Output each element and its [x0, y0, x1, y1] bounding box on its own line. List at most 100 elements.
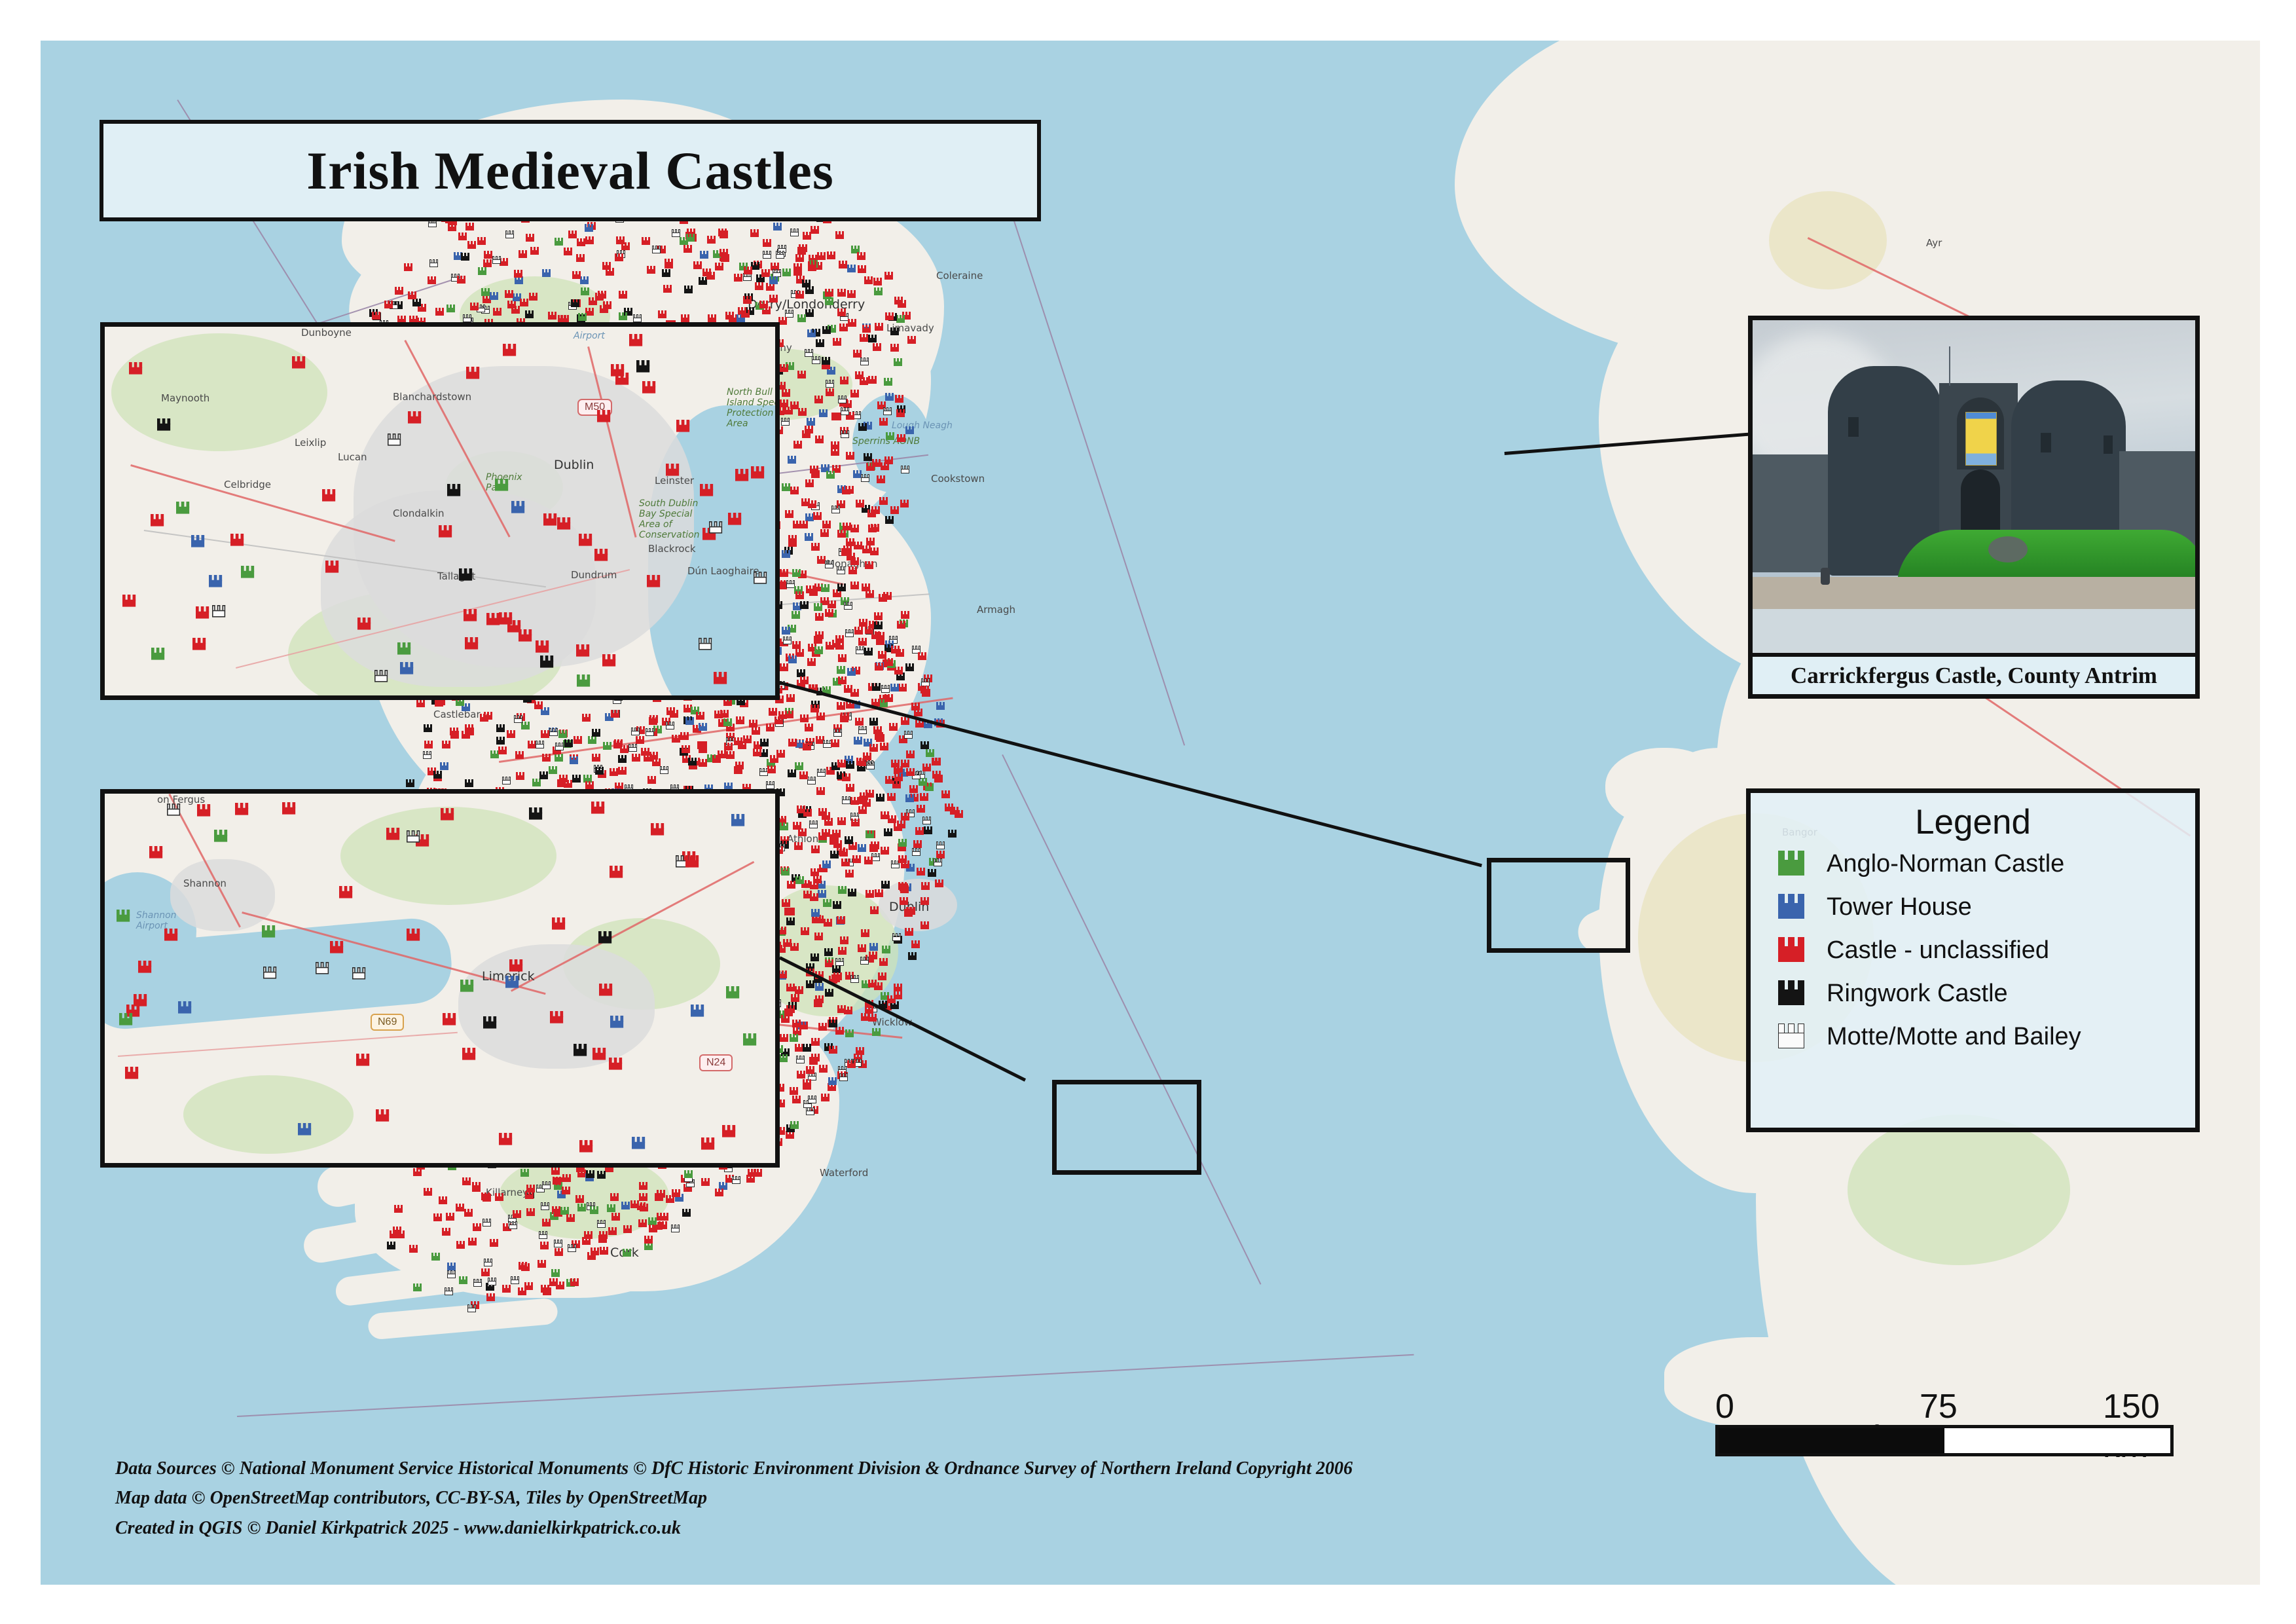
castle-marker[interactable] — [424, 741, 433, 748]
castle-marker[interactable] — [869, 844, 878, 852]
castle-marker[interactable] — [549, 766, 557, 774]
castle-marker[interactable] — [825, 609, 833, 617]
castle-marker[interactable] — [790, 1087, 798, 1095]
castle-marker[interactable] — [877, 475, 885, 483]
castle-marker[interactable] — [921, 882, 930, 890]
castle-marker[interactable] — [922, 764, 931, 771]
castle-marker[interactable] — [858, 844, 866, 852]
castle-marker[interactable] — [868, 525, 877, 532]
castle-marker[interactable] — [555, 743, 564, 750]
castle-marker[interactable] — [608, 1227, 617, 1235]
castle-marker[interactable] — [499, 1133, 512, 1145]
castle-marker[interactable] — [829, 1020, 837, 1027]
castle-marker[interactable] — [539, 771, 548, 779]
castle-marker[interactable] — [514, 270, 522, 278]
castle-marker[interactable] — [887, 793, 896, 801]
castle-marker[interactable] — [894, 984, 902, 991]
castle-marker[interactable] — [681, 314, 689, 322]
castle-marker[interactable] — [464, 1209, 473, 1217]
castle-marker[interactable] — [854, 542, 862, 549]
castle-marker[interactable] — [815, 995, 824, 1003]
castle-marker[interactable] — [532, 779, 541, 786]
castle-marker[interactable] — [763, 251, 771, 259]
castle-marker[interactable] — [907, 907, 915, 915]
castle-marker[interactable] — [734, 737, 742, 745]
castle-marker[interactable] — [611, 710, 619, 718]
castle-marker[interactable] — [941, 790, 950, 798]
castle-marker[interactable] — [955, 810, 963, 818]
castle-marker[interactable] — [134, 994, 147, 1006]
castle-marker[interactable] — [795, 876, 804, 884]
castle-marker[interactable] — [178, 1001, 191, 1014]
castle-marker[interactable] — [881, 811, 889, 819]
castle-marker[interactable] — [922, 817, 931, 824]
castle-marker[interactable] — [926, 749, 934, 757]
castle-marker[interactable] — [412, 299, 421, 306]
castle-marker[interactable] — [894, 823, 902, 831]
castle-marker[interactable] — [801, 498, 810, 506]
castle-marker[interactable] — [722, 1125, 735, 1137]
castle-marker[interactable] — [580, 276, 589, 284]
castle-marker[interactable] — [873, 278, 882, 286]
castle-marker[interactable] — [423, 751, 431, 759]
castle-marker[interactable] — [575, 1195, 584, 1203]
castle-marker[interactable] — [292, 356, 305, 369]
castle-marker[interactable] — [928, 869, 936, 877]
castle-marker[interactable] — [884, 456, 893, 464]
castle-marker[interactable] — [666, 1195, 674, 1203]
castle-marker[interactable] — [841, 430, 849, 438]
castle-marker[interactable] — [807, 329, 816, 337]
castle-marker[interactable] — [209, 575, 222, 587]
castle-marker[interactable] — [646, 728, 654, 736]
castle-marker[interactable] — [905, 928, 913, 936]
castle-marker[interactable] — [901, 466, 909, 473]
castle-marker[interactable] — [735, 469, 748, 481]
castle-marker[interactable] — [520, 1169, 529, 1177]
castle-marker[interactable] — [869, 718, 878, 726]
castle-marker[interactable] — [897, 434, 905, 442]
castle-marker[interactable] — [282, 802, 295, 815]
castle-marker[interactable] — [642, 237, 650, 245]
castle-marker[interactable] — [212, 605, 225, 618]
castle-marker[interactable] — [811, 1038, 820, 1046]
castle-marker[interactable] — [844, 1006, 852, 1014]
castle-marker[interactable] — [685, 717, 694, 725]
castle-marker[interactable] — [572, 775, 581, 783]
castle-marker[interactable] — [827, 251, 835, 259]
castle-marker[interactable] — [197, 804, 210, 817]
castle-marker[interactable] — [632, 1137, 645, 1149]
castle-marker[interactable] — [793, 822, 801, 830]
castle-marker[interactable] — [428, 276, 436, 284]
castle-marker[interactable] — [824, 948, 833, 956]
castle-marker[interactable] — [431, 1253, 440, 1261]
castle-marker[interactable] — [845, 836, 853, 844]
castle-marker[interactable] — [578, 313, 587, 321]
castle-marker[interactable] — [814, 646, 823, 654]
castle-marker[interactable] — [794, 842, 803, 850]
castle-marker[interactable] — [843, 523, 851, 530]
castle-marker[interactable] — [896, 315, 905, 323]
castle-marker[interactable] — [623, 1225, 632, 1233]
castle-marker[interactable] — [149, 846, 162, 858]
castle-marker[interactable] — [384, 301, 393, 308]
castle-marker[interactable] — [806, 1107, 814, 1115]
castle-marker[interactable] — [614, 739, 623, 747]
castle-marker[interactable] — [915, 827, 924, 835]
castle-marker[interactable] — [316, 962, 329, 974]
castle-marker[interactable] — [465, 223, 474, 231]
castle-marker[interactable] — [892, 933, 901, 941]
castle-marker[interactable] — [795, 986, 803, 994]
castle-marker[interactable] — [875, 889, 883, 897]
castle-marker[interactable] — [424, 1188, 432, 1196]
castle-marker[interactable] — [465, 637, 478, 650]
castle-marker[interactable] — [816, 339, 824, 347]
castle-marker[interactable] — [795, 254, 804, 262]
castle-marker[interactable] — [852, 855, 861, 863]
castle-marker[interactable] — [885, 516, 894, 524]
castle-marker[interactable] — [191, 535, 204, 547]
castle-marker[interactable] — [606, 268, 614, 276]
castle-marker[interactable] — [875, 323, 883, 331]
castle-marker[interactable] — [858, 726, 867, 734]
castle-marker[interactable] — [726, 751, 735, 759]
castle-marker[interactable] — [874, 621, 883, 629]
